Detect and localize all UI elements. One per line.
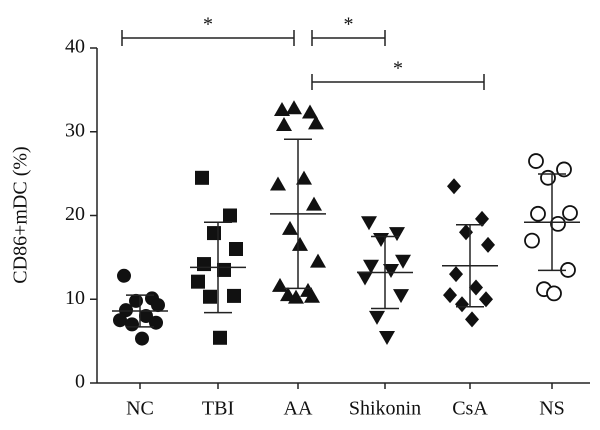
dot [197, 257, 211, 272]
dot [213, 330, 227, 345]
dot [119, 303, 133, 318]
y-tick-label: 40 [65, 36, 85, 58]
dot [393, 289, 409, 304]
dot [379, 330, 395, 345]
dot [469, 279, 483, 296]
dot [288, 289, 304, 304]
dot [540, 169, 556, 186]
dot [357, 271, 373, 286]
significance-bracket [121, 30, 295, 46]
dot [443, 287, 457, 304]
dot [229, 242, 243, 256]
dot [310, 253, 326, 268]
dot [113, 313, 127, 328]
dot [449, 266, 463, 283]
dot [389, 227, 405, 242]
dot [286, 100, 302, 115]
x-tick-label: NC [126, 398, 154, 420]
dot [306, 196, 322, 211]
dot [373, 232, 389, 247]
dot [562, 205, 578, 221]
dot [195, 170, 209, 185]
dot [151, 298, 165, 313]
dot [447, 178, 461, 195]
significance-label: * [393, 58, 403, 80]
dot [308, 115, 324, 130]
dot [479, 291, 493, 308]
x-tick-label: CsA [452, 398, 488, 420]
dot [274, 101, 290, 116]
dot [276, 117, 292, 132]
significance-label: * [344, 14, 354, 36]
dot [270, 176, 286, 191]
significance-bracket [311, 30, 386, 46]
dot [524, 232, 540, 249]
x-tick-label: NS [539, 398, 565, 420]
x-tick-label: TBI [202, 398, 234, 420]
dot [125, 317, 139, 332]
dot [139, 309, 153, 323]
dot [546, 285, 562, 302]
dot [296, 170, 312, 185]
dot [530, 205, 546, 222]
dot [203, 289, 217, 304]
significance-bracket [311, 74, 485, 90]
dot [475, 210, 489, 227]
y-tick-label: 20 [65, 203, 85, 225]
y-tick-label: 0 [75, 371, 85, 393]
dot [304, 288, 320, 303]
x-tick-label: AA [284, 398, 313, 420]
dot [383, 263, 399, 278]
dot [528, 153, 544, 169]
dot [227, 288, 241, 303]
dot [302, 104, 318, 119]
dot [465, 311, 479, 328]
dot [217, 262, 231, 277]
dot [550, 215, 566, 232]
dot [135, 331, 149, 346]
dot [455, 296, 469, 313]
dot [369, 310, 385, 325]
dot [117, 268, 131, 283]
dot [272, 277, 288, 292]
dot [223, 208, 237, 223]
y-axis-label: CD86+mDC (%) [10, 146, 32, 283]
dot [207, 226, 221, 241]
y-tick-label: 30 [65, 119, 85, 141]
dot [361, 216, 377, 231]
dot [459, 224, 473, 241]
significance-label: * [203, 14, 213, 36]
x-tick-label: Shikonin [349, 398, 421, 420]
dot [481, 236, 495, 253]
dot [282, 220, 298, 235]
dot [292, 236, 308, 251]
dot [191, 274, 205, 289]
dot [363, 259, 379, 274]
dot [395, 254, 411, 269]
y-tick-label: 10 [65, 287, 85, 309]
dot [556, 161, 572, 178]
